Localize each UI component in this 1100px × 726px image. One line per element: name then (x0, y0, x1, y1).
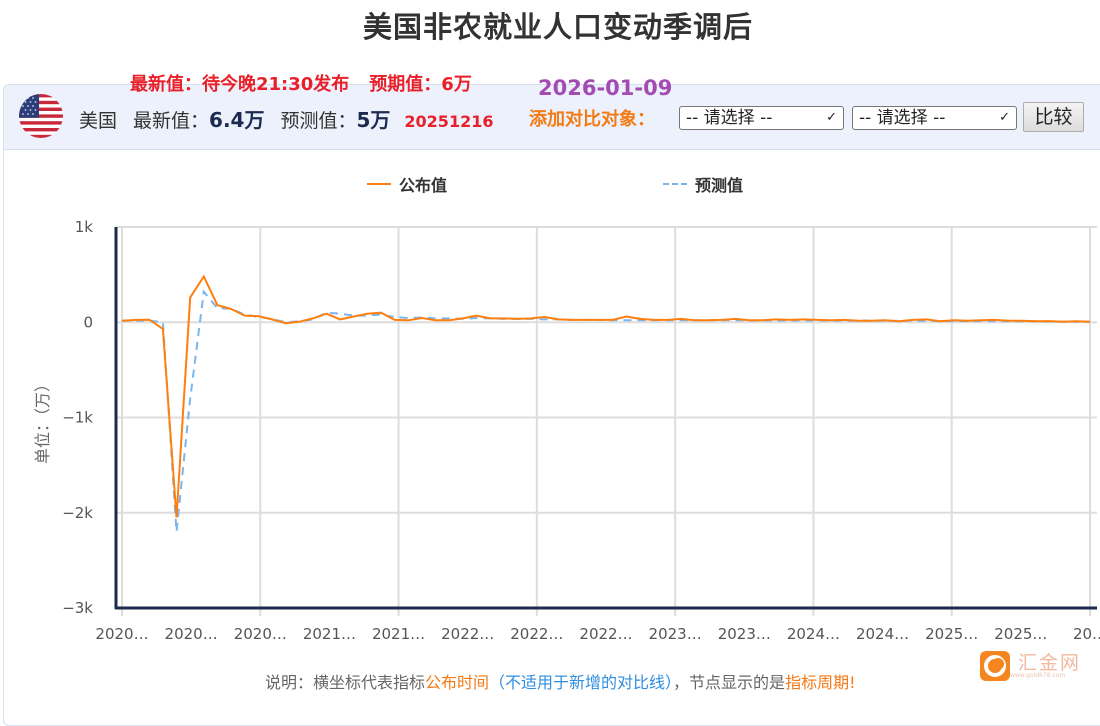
country-name: 美国 (79, 110, 118, 132)
forecast-label: 预测值： (280, 110, 357, 132)
announcement-expected: 预期值：6万 (369, 74, 472, 95)
y-tick-label: −2k (62, 504, 93, 522)
x-tick-label: 2022… (441, 625, 494, 643)
legend-label: 公布值 (399, 176, 448, 195)
select-2-value: -- 请选择 -- (859, 108, 946, 128)
note-publish-time: 公布时间 (425, 673, 490, 692)
release-date: 2026-01-09 (538, 76, 673, 100)
x-tick-label: 2024… (856, 625, 909, 643)
logo-url: www.gold678.com (1010, 671, 1066, 679)
compare-select-1[interactable]: -- 请选择 -- ✓ (679, 106, 844, 130)
announcement-latest: 最新值：待今晚21:30发布 (130, 74, 350, 95)
legend-label: 预测值 (695, 176, 744, 195)
x-tick-label: 2023… (649, 625, 702, 643)
logo-name: 汇金网 (1018, 651, 1082, 674)
legend-item-forecast[interactable]: 预测值 (663, 172, 743, 196)
published-series-line (121, 274, 1091, 518)
latest-label: 最新值： (133, 110, 210, 132)
compare-button[interactable]: 比较 (1023, 102, 1084, 132)
info-row: 美国 最新值： 6.4万 预测值： 5万 20251216 (79, 104, 493, 133)
y-tick-label: −1k (62, 409, 93, 427)
chevron-down-icon: ✓ (999, 110, 1010, 125)
x-tick-label: 2020… (95, 625, 148, 643)
solid-line-icon (367, 183, 391, 185)
x-tick-label: 2020… (165, 625, 218, 643)
x-tick-label: 2022… (579, 625, 632, 643)
x-tick-label: 2025… (925, 625, 978, 643)
note-suffix: ! (849, 673, 856, 692)
note-period: 指标周期 (785, 673, 850, 692)
select-1-value: -- 请选择 -- (686, 108, 773, 128)
us-flag-icon (19, 94, 63, 138)
x-tick-label: 2023… (718, 625, 771, 643)
x-tick-label: 2021… (303, 625, 356, 643)
x-axis-ticks: 2020… 2020… 2020… 2021… 2021… 2022… 2022… 2022…… (95, 625, 1100, 643)
latest-value: 6.4万 (209, 108, 265, 132)
compare-label: 添加对比对象： (529, 109, 655, 130)
footnote: 说明：横坐标代表指标公布时间（不适用于新增的对比线），节点显示的是指标周期! (265, 669, 856, 693)
compare-select-2[interactable]: -- 请选择 -- ✓ (852, 106, 1017, 130)
x-tick-label: 2022… (510, 625, 563, 643)
line-chart: 1k0−1k−2k−3k 2020… 2020… 2020… 2021… 2021… 20… (33, 218, 1100, 643)
site-logo: 汇金网 www.gold678.com (980, 651, 1081, 681)
forecast-series-line (121, 289, 1091, 532)
announcement: 最新值：待今晚21:30发布 预期值：6万 (130, 70, 472, 96)
x-tick-label: 2021… (372, 625, 425, 643)
x-tick-label: 20… (1073, 625, 1100, 643)
x-tick-label: 2020… (234, 625, 287, 643)
y-axis-label: 单位：（万） (33, 376, 52, 464)
note-middle: ，节点显示的是 (673, 673, 786, 692)
chevron-down-icon: ✓ (826, 110, 837, 125)
x-tick-label: 2025… (994, 625, 1047, 643)
legend-item-published[interactable]: 公布值 (367, 172, 447, 196)
y-tick-label: 1k (75, 218, 94, 236)
dashed-line-icon (663, 183, 687, 185)
page-title: 美国非农就业人口变动季调后 (362, 10, 753, 44)
forecast-value: 5万 (356, 108, 391, 132)
gridlines (116, 226, 1097, 616)
period-date: 20251216 (404, 112, 494, 131)
x-tick-label: 2024… (787, 625, 840, 643)
y-tick-label: −3k (62, 599, 93, 617)
logo-icon (980, 651, 1010, 681)
note-paren: （不适用于新增的对比线） (489, 673, 674, 692)
y-tick-label: 0 (83, 313, 93, 331)
y-axis-ticks: 1k 0 −1k −2k −3k (62, 218, 93, 617)
chart-panel (3, 84, 1100, 726)
note-prefix: 说明：横坐标代表指标 (265, 673, 426, 692)
